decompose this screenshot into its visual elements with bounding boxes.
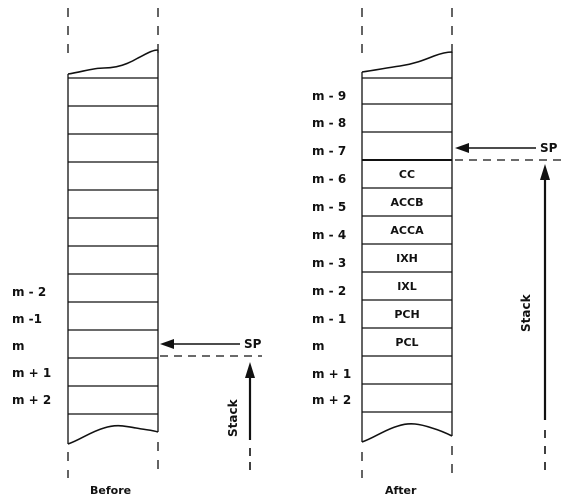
before-caption: Before (90, 484, 131, 497)
before-row-labels: m - 2 m -1 m m + 1 m + 2 (12, 285, 51, 407)
after-stack-column (361, 8, 453, 478)
after-row-label: m - 3 (312, 256, 346, 270)
before-row-label: m -1 (12, 312, 42, 326)
after-cell-contents: CC ACCB ACCA IXH IXL PCH PCL (390, 168, 424, 349)
before-row-label: m - 2 (12, 285, 46, 299)
after-row-label: m + 2 (312, 393, 351, 407)
after-stack-arrow: Stack (519, 164, 550, 470)
after-row-label: m + 1 (312, 367, 351, 381)
before-row-label: m + 2 (12, 393, 51, 407)
after-caption: After (385, 484, 417, 497)
after-row-label: m - 6 (312, 172, 346, 186)
after-cell-accb: ACCB (390, 196, 423, 209)
after-cell-ixh: IXH (396, 252, 418, 265)
before-row-label: m (12, 339, 25, 353)
before-stack-label: Stack (226, 398, 240, 437)
after-stack-label: Stack (519, 293, 533, 332)
after-cell-cc: CC (399, 168, 415, 181)
up-arrow-icon (245, 362, 255, 378)
after-row-label: m - 8 (312, 116, 346, 130)
after-cell-acca: ACCA (390, 224, 424, 237)
after-row-label: m - 9 (312, 89, 346, 103)
after-row-label: m - 5 (312, 200, 346, 214)
after-row-label: m - 4 (312, 228, 346, 242)
after-row-label: m (312, 339, 325, 353)
before-stack-column (67, 8, 159, 478)
after-row-label: m - 1 (312, 312, 346, 326)
left-arrow-icon (455, 143, 469, 153)
after-cell-ixl: IXL (397, 280, 417, 293)
left-arrow-icon (160, 339, 174, 349)
after-sp-pointer: SP (455, 141, 562, 161)
after-cell-pch: PCH (394, 308, 419, 321)
up-arrow-icon (540, 164, 550, 180)
before-row-label: m + 1 (12, 366, 51, 380)
after-row-label: m - 2 (312, 284, 346, 298)
after-row-label: m - 7 (312, 144, 346, 158)
after-cell-pcl: PCL (395, 336, 418, 349)
before-sp-label: SP (244, 337, 262, 351)
after-sp-label: SP (540, 141, 558, 155)
before-sp-pointer: SP (160, 337, 262, 357)
after-row-labels: m - 9 m - 8 m - 7 m - 6 m - 5 m - 4 m - … (312, 89, 351, 407)
before-stack-arrow: Stack (226, 362, 255, 470)
